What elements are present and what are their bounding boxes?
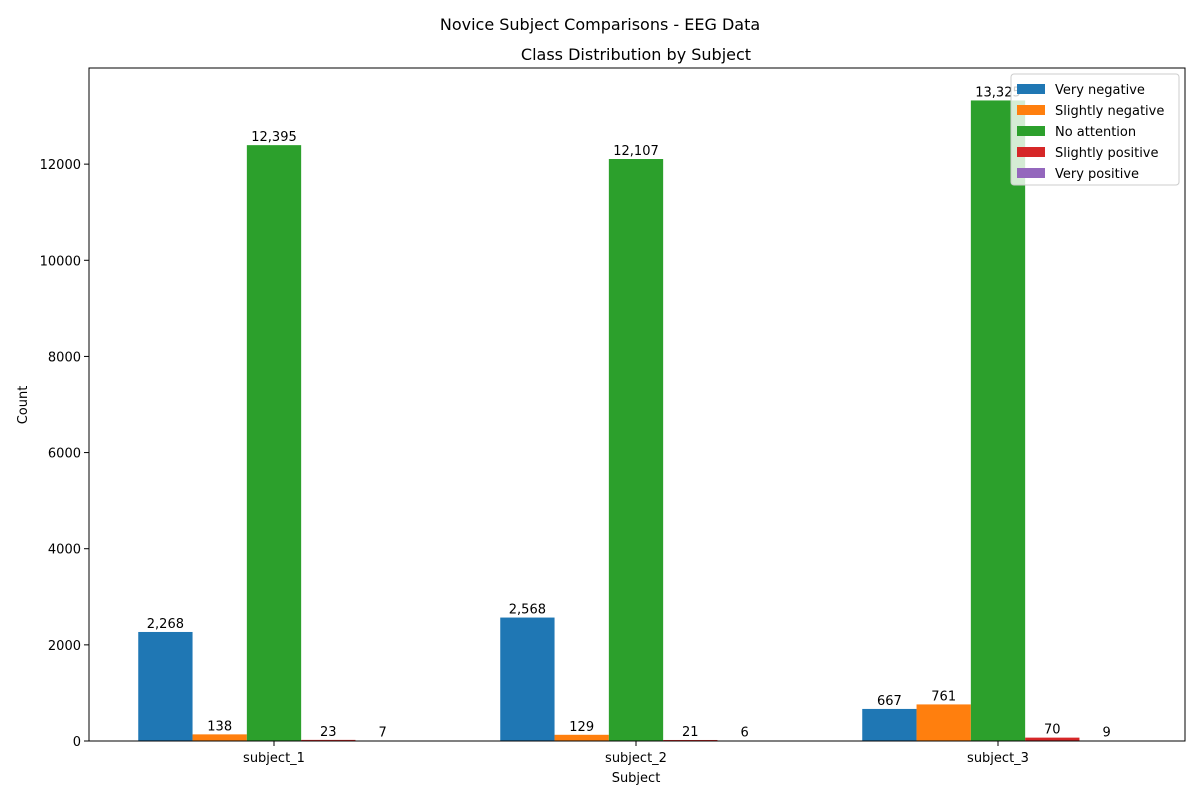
bar	[138, 631, 193, 741]
legend-entry: No attention	[1055, 125, 1136, 140]
x-tick-label: subject_1	[243, 751, 305, 766]
bar-value-label: 70	[1044, 723, 1061, 738]
legend-swatch	[1017, 105, 1045, 115]
y-axis-label: Count	[16, 386, 31, 425]
chart-title: Class Distribution by Subject	[521, 45, 751, 64]
bar	[608, 159, 664, 741]
bar	[500, 617, 555, 741]
legend-entry: Slightly negative	[1055, 104, 1164, 119]
bar	[554, 734, 609, 741]
chart-suptitle: Novice Subject Comparisons - EEG Data	[440, 15, 760, 34]
bar-value-label: 12,395	[251, 130, 297, 145]
bars-layer	[138, 100, 1134, 741]
legend: Very negative Slightly negative No attenti…	[1010, 73, 1180, 186]
legend-swatch	[1017, 126, 1045, 136]
bar-value-label: 13,325	[975, 85, 1021, 100]
y-tick-label: 0	[73, 735, 81, 750]
legend-box	[1010, 73, 1180, 186]
legend-swatch	[1017, 147, 1045, 157]
bar-value-label: 129	[569, 720, 594, 735]
bar	[970, 100, 1026, 741]
legend-entry: Very positive	[1055, 167, 1139, 182]
bar-value-label: 12,107	[613, 144, 659, 159]
bar	[862, 708, 917, 741]
bar-labels-layer: 2,268 2,568 667 138 129 761 12,395 12,107 13,325…	[147, 85, 1111, 740]
bar	[192, 734, 247, 741]
y-tick-label: 12000	[40, 158, 81, 173]
legend-swatch	[1017, 168, 1045, 178]
legend-entry: Very negative	[1055, 83, 1145, 98]
bar-value-label: 667	[877, 694, 902, 709]
x-axis: subject_1 subject_2 subject_3	[243, 741, 1029, 766]
bar	[663, 739, 718, 741]
bar-value-label: 9	[1102, 726, 1110, 741]
bar	[1025, 737, 1080, 741]
y-tick-label: 6000	[48, 447, 81, 462]
x-tick-label: subject_3	[967, 751, 1029, 766]
bar-value-label: 23	[320, 725, 337, 740]
y-tick-label: 10000	[40, 254, 81, 269]
legend-entry: Slightly positive	[1055, 146, 1159, 161]
legend-swatch	[1017, 84, 1045, 94]
bar-value-label: 21	[682, 725, 699, 740]
bar-value-label: 2,268	[147, 617, 184, 632]
y-tick-label: 8000	[48, 350, 81, 365]
y-tick-label: 4000	[48, 543, 81, 558]
plot-frame	[88, 67, 1186, 742]
bar-value-label: 138	[207, 719, 232, 734]
bar-value-label: 7	[378, 726, 386, 741]
bar-value-label: 761	[931, 689, 956, 704]
y-tick-label: 2000	[48, 639, 81, 654]
bar	[301, 739, 356, 741]
x-axis-label: Subject	[612, 771, 661, 786]
bar	[246, 145, 302, 741]
x-tick-label: subject_2	[605, 751, 667, 766]
bar-value-label: 2,568	[509, 603, 546, 618]
y-axis: 0 2000 4000 6000 8000 10000 12000	[40, 158, 89, 750]
bar	[916, 704, 971, 741]
bar-value-label: 6	[740, 726, 748, 741]
